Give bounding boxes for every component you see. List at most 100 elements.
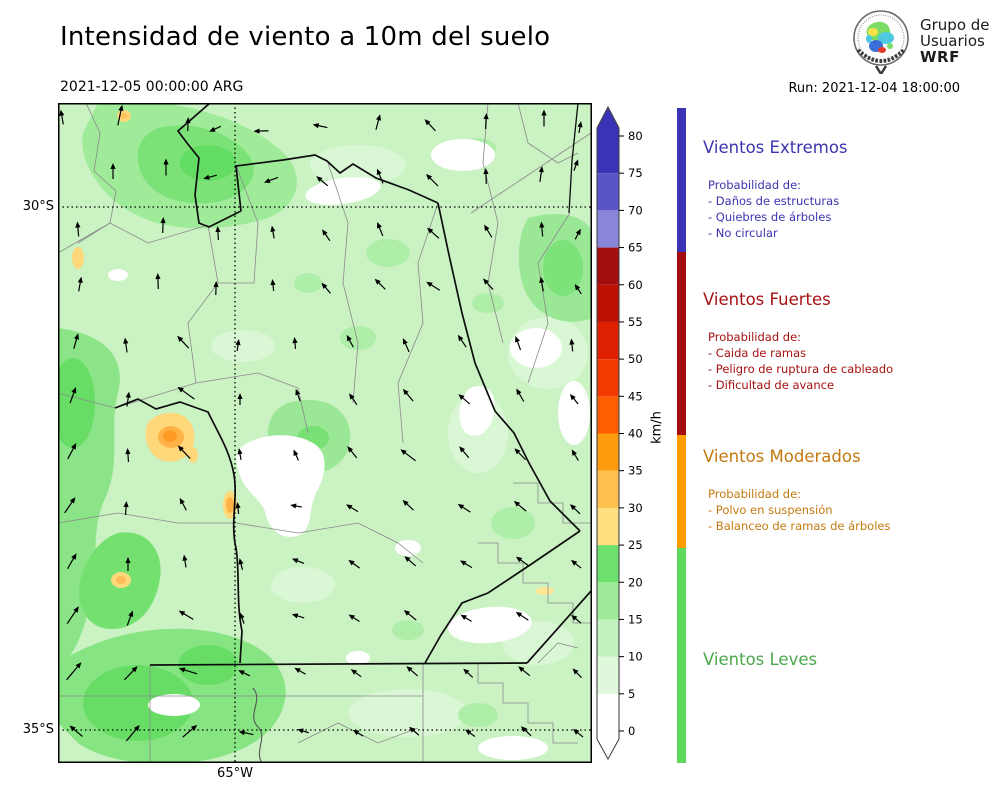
wind-arrow xyxy=(182,727,195,738)
wind-arrow-head xyxy=(235,339,241,346)
wind-arrow-head xyxy=(179,497,185,505)
wind-arrow xyxy=(181,612,194,620)
wind-arrow-head xyxy=(516,388,522,396)
colorbar-segment-15-20 xyxy=(597,582,619,620)
colorbar-segment-55-60 xyxy=(597,284,619,322)
wind-arrow-head xyxy=(182,554,188,561)
legend-section-moderados: Vientos Moderados Probabilidad de: - Pol… xyxy=(703,447,993,534)
wind-arrow-head xyxy=(483,168,489,175)
wind-arrow xyxy=(403,451,416,462)
wind-arrow-head xyxy=(75,662,82,669)
wind-arrow-head xyxy=(348,559,355,566)
wind-arrow-head xyxy=(270,225,276,232)
legend-title-leves: Vientos Leves xyxy=(703,650,818,669)
colorbar-unit-label: km/h xyxy=(649,411,665,444)
wind-arrow-head xyxy=(235,502,241,509)
colorbar-tick-label: 0 xyxy=(628,724,635,738)
wind-arrow xyxy=(429,283,441,291)
wind-arrow-head xyxy=(520,726,528,733)
river-line xyxy=(252,687,263,763)
colorbar-under-arrow xyxy=(597,731,619,759)
colorbar-over-arrow xyxy=(597,107,619,136)
colorbar-tick-label: 15 xyxy=(628,612,643,626)
wind-arrow-head xyxy=(513,500,521,507)
wind-arrow-head xyxy=(177,386,184,393)
wind-arrow xyxy=(179,338,190,349)
wind-arrow-head xyxy=(69,725,76,732)
wind-arrow-head xyxy=(484,224,490,232)
wind-arrow-head xyxy=(518,666,525,673)
wind-arrow-head xyxy=(125,448,131,455)
wind-arrow-head xyxy=(185,117,191,124)
wind-arrow-head xyxy=(515,556,523,563)
wind-arrow-head xyxy=(483,113,489,120)
wind-arrow-head xyxy=(426,281,433,288)
wind-arrow-head xyxy=(133,724,140,732)
colorbar-segment-0-5 xyxy=(597,693,619,731)
legend-bar-segment xyxy=(677,548,686,763)
wind-intensity-map xyxy=(58,103,592,763)
colorbar-tick-label: 80 xyxy=(628,129,643,143)
wind-arrow-head xyxy=(123,501,129,508)
wind-arrow-head xyxy=(539,221,545,228)
lon-tick-65w: 65°W xyxy=(217,766,253,781)
wind-arrow-head xyxy=(569,504,577,511)
wind-arrow-head xyxy=(459,560,467,566)
colorbar-tick-label: 25 xyxy=(628,538,643,552)
wind-arrow-head xyxy=(345,504,353,510)
wind-arrow-head xyxy=(131,666,138,673)
wind-arrow-head xyxy=(238,558,244,565)
wind-arrow-head xyxy=(178,610,186,616)
wind-arrow-head xyxy=(291,558,299,564)
wind-arrow-head xyxy=(191,724,198,731)
colorbar-tick-label: 40 xyxy=(628,427,643,441)
wind-arrow-head xyxy=(571,449,577,456)
wind-arrow-head xyxy=(460,614,467,620)
wind-arrow-head xyxy=(294,667,301,674)
colorbar-segment-35-40 xyxy=(597,433,619,471)
wind-arrow-head xyxy=(463,668,470,675)
wind-arrow xyxy=(516,450,526,461)
wind-arrow xyxy=(125,727,138,742)
wind-arrow-head xyxy=(400,449,407,455)
wind-arrow-head xyxy=(125,557,131,563)
run-datetime-label: Run: 2021-12-04 18:00:00 xyxy=(788,81,960,96)
wind-arrow-head xyxy=(402,338,408,345)
colorbar-tick-label: 55 xyxy=(628,315,643,329)
wind-arrow-head xyxy=(238,730,246,736)
wind-arrow-head xyxy=(321,282,328,289)
legend-section-leves: Vientos Leves xyxy=(703,650,993,689)
wind-arrow-head xyxy=(376,114,382,121)
wind-arrow-head xyxy=(125,391,131,398)
wind-arrow-head xyxy=(291,613,299,619)
seal-model-graphic xyxy=(866,21,894,53)
colorbar-tick-label: 70 xyxy=(628,203,643,217)
colorbar-tick-label: 65 xyxy=(628,241,643,255)
legend-item: - Daños de estructuras xyxy=(708,194,840,208)
wind-arrow-head xyxy=(482,278,489,285)
wind-arrow-head xyxy=(402,499,409,506)
wind-arrow-head xyxy=(403,609,411,616)
wind-arrow-head xyxy=(316,176,323,183)
colorbar-segment-40-45 xyxy=(597,396,619,434)
legend-item: - Quiebres de árboles xyxy=(708,210,832,224)
logo-line-3: WRF xyxy=(920,48,960,66)
wind-arrow xyxy=(428,176,439,187)
wind-arrow xyxy=(180,447,191,459)
wind-arrow-head xyxy=(322,229,328,236)
colorbar-segment-20-25 xyxy=(597,545,619,583)
wind-arrow-head xyxy=(123,337,129,344)
wind-arrow-head xyxy=(515,335,520,343)
wind-arrow-head xyxy=(69,497,76,504)
legend-bar-segment xyxy=(677,108,686,252)
wind-arrow-head xyxy=(348,614,355,620)
wind-arrow-head xyxy=(209,126,216,132)
colorbar-tick-label: 20 xyxy=(628,575,643,589)
wind-arrow-head xyxy=(459,446,466,453)
colorbar-segment-10-15 xyxy=(597,619,619,657)
wind-arrow-head xyxy=(253,128,260,134)
legend-intro: Probabilidad de: xyxy=(708,330,802,344)
wind-arrow-head xyxy=(571,614,578,621)
wind-arrow-head xyxy=(350,669,358,675)
wind-arrow-head xyxy=(577,121,583,128)
